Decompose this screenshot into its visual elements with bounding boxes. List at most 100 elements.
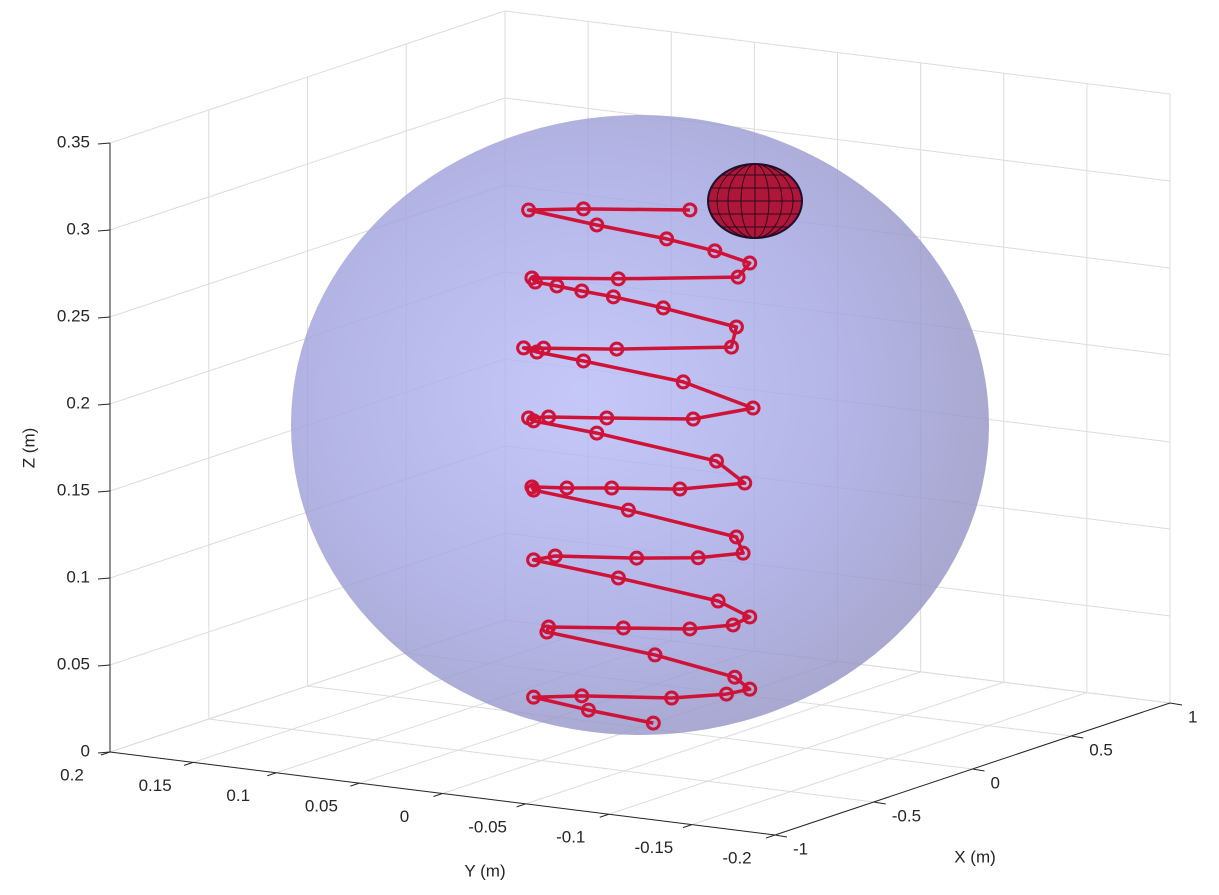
z-tick xyxy=(97,490,111,493)
y-tick xyxy=(516,803,526,808)
marker xyxy=(615,620,631,636)
marker xyxy=(728,319,744,335)
marker xyxy=(708,453,724,469)
z-tick xyxy=(97,577,111,580)
y-tick xyxy=(100,751,111,756)
z-tick xyxy=(97,664,111,667)
x-tick-label: 1 xyxy=(1188,707,1197,726)
marker xyxy=(604,480,620,496)
marker xyxy=(521,202,537,218)
x-tick xyxy=(972,768,985,772)
marker xyxy=(589,217,605,233)
marker xyxy=(723,339,739,355)
marker xyxy=(605,289,621,305)
grid-line xyxy=(208,718,874,803)
marker xyxy=(725,617,741,633)
z-axis-title: Z (m) xyxy=(19,428,38,469)
y-tick xyxy=(765,834,776,839)
marker xyxy=(745,400,761,416)
y-tick-label: -0.1 xyxy=(556,828,585,847)
z-tick-label: 0.25 xyxy=(57,306,90,325)
marker xyxy=(620,502,636,518)
x-tick xyxy=(873,801,886,805)
axis-line xyxy=(774,702,1171,836)
z-tick xyxy=(97,403,111,406)
ellipsoid xyxy=(707,163,803,239)
marker xyxy=(675,374,691,390)
marker xyxy=(645,715,661,731)
marker xyxy=(521,410,537,426)
sphere xyxy=(291,115,989,735)
marker xyxy=(727,669,743,685)
z-tick xyxy=(97,142,111,145)
marker xyxy=(575,353,591,369)
marker xyxy=(610,271,626,287)
y-tick-label: 0.15 xyxy=(139,776,172,795)
marker xyxy=(672,481,688,497)
axes: 0 0.05 0.1 0.15 0.2 0.25 0.3 0.35 0.2 0.15 0.1 0.05… xyxy=(57,132,1198,867)
x-tick-label: -1 xyxy=(793,839,808,858)
y-tick xyxy=(267,772,277,777)
x-tick-label: -0.5 xyxy=(892,806,921,825)
z-tick-label: 0.3 xyxy=(66,219,90,238)
marker xyxy=(516,340,532,356)
marker xyxy=(526,689,542,705)
y-tick-label: 0.1 xyxy=(226,786,250,805)
marker xyxy=(629,550,645,566)
marker xyxy=(742,609,758,625)
marker xyxy=(707,243,723,259)
y-tick xyxy=(599,813,609,818)
z-tick-label: 0.05 xyxy=(57,654,90,673)
z-tick-label: 0.15 xyxy=(57,480,90,499)
x-tick-label: 0 xyxy=(991,773,1000,792)
y-tick xyxy=(433,793,443,797)
marker xyxy=(580,702,596,718)
marker xyxy=(710,593,726,609)
x-tick xyxy=(774,834,788,838)
marker xyxy=(664,690,680,706)
marker xyxy=(549,278,565,294)
y-tick-label: 0.2 xyxy=(60,765,84,784)
z-tick-label: 0 xyxy=(81,741,90,760)
y-tick-label: 0.05 xyxy=(305,797,338,816)
marker xyxy=(574,688,590,704)
marker xyxy=(742,681,758,697)
x-tick xyxy=(1071,735,1084,739)
y-tick-label: 0 xyxy=(400,807,409,826)
y-tick xyxy=(183,761,194,766)
y-tick-label: -0.2 xyxy=(722,848,751,867)
x-tick xyxy=(1169,702,1183,706)
plot xyxy=(516,201,761,731)
marker xyxy=(682,202,698,218)
axis-line xyxy=(109,751,776,836)
marker xyxy=(541,409,557,425)
z-tick-label: 0.2 xyxy=(66,393,90,412)
marker xyxy=(659,231,675,247)
marker xyxy=(690,550,706,566)
marker xyxy=(524,479,540,495)
marker xyxy=(609,341,625,357)
marker xyxy=(730,269,746,285)
marker xyxy=(526,552,542,568)
marker xyxy=(575,201,591,217)
marker xyxy=(541,619,557,635)
y-tick-label: -0.15 xyxy=(635,838,674,857)
marker xyxy=(559,480,575,496)
z-tick xyxy=(97,316,111,319)
marker xyxy=(599,410,615,426)
x-tick-label: 0.5 xyxy=(1089,740,1113,759)
marker xyxy=(647,647,663,663)
marker xyxy=(735,545,751,561)
marker xyxy=(685,411,701,427)
marker xyxy=(524,270,540,286)
y-axis-title: Y (m) xyxy=(464,861,505,880)
z-tick xyxy=(97,229,111,232)
marker xyxy=(547,548,563,564)
marker xyxy=(655,300,671,316)
x-axis-title: X (m) xyxy=(954,847,996,866)
marker xyxy=(742,255,758,271)
z-tick-label: 0.35 xyxy=(57,132,90,151)
marker xyxy=(728,529,744,545)
marker xyxy=(610,570,626,586)
